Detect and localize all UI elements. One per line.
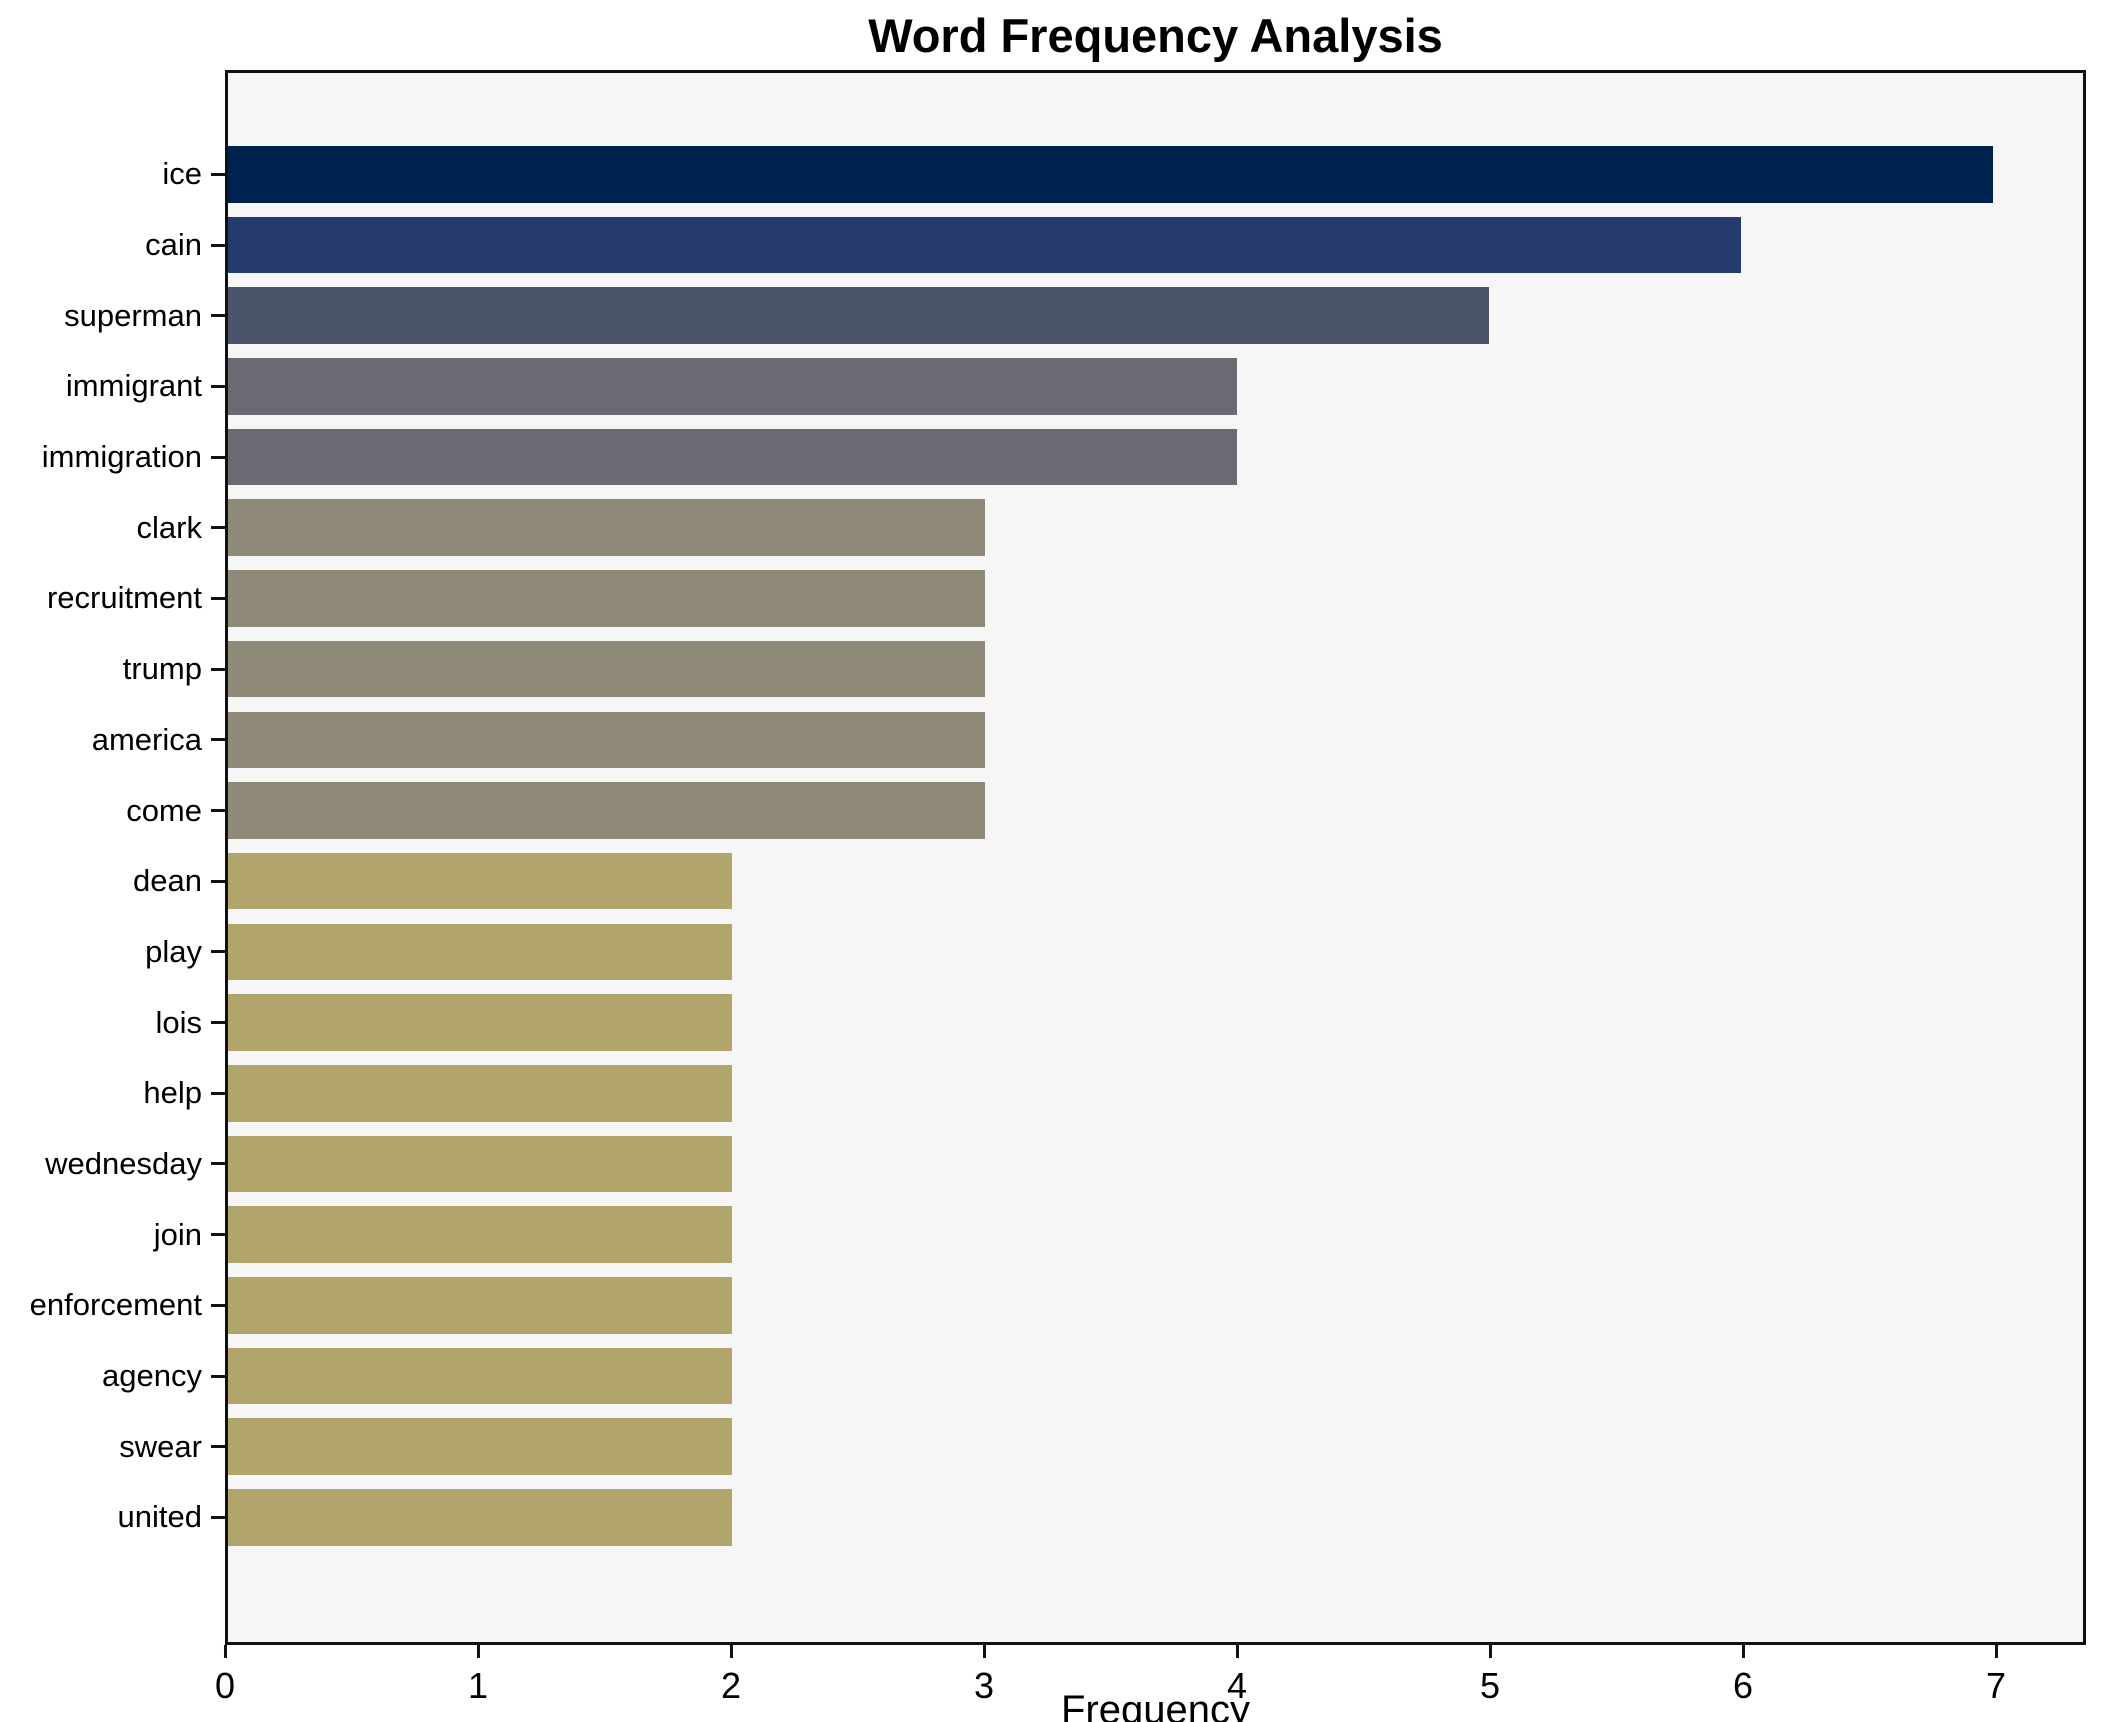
bar-united [228,1489,733,1546]
y-tick-label: superman [64,297,202,333]
y-tick-label: come [126,792,202,828]
chart-row: america [92,705,2083,776]
chart-row: dean [133,846,2083,917]
chart-row: cain [145,210,2083,281]
y-tick-label: dean [133,863,202,899]
y-tick-mark [211,1021,225,1025]
bar-cain [228,216,1742,274]
y-tick-label: lois [155,1004,202,1040]
y-tick-mark [211,1303,225,1307]
bar-immigrant [228,358,1237,415]
y-tick-mark [211,384,225,388]
y-tick-label: clark [136,509,202,545]
y-tick-mark [211,1374,225,1378]
bar-ice [228,146,1994,203]
y-tick-mark [211,455,225,459]
y-tick-label: join [153,1216,202,1252]
bar-superman [228,287,1489,344]
y-tick-label: play [145,933,202,969]
y-tick-label: immigrant [65,368,202,404]
bar-recruitment [228,570,985,627]
chart-row: help [143,1058,2083,1129]
x-tick-mark [1488,1645,1492,1658]
chart-title: Word Frequency Analysis [868,9,1443,62]
chart-row: immigrant [66,351,2083,422]
bar-come [228,782,985,839]
chart-row: enforcement [30,1270,2083,1341]
bar-trump [228,640,985,698]
bar-enforcement [228,1277,733,1334]
y-tick-mark [211,1515,225,1519]
y-tick-mark [211,526,225,530]
bars-area: ice cain superman immigrant immigration clark… [30,139,2083,1553]
chart-row: join [154,1199,2083,1270]
x-axis-title: Frequency [1061,1688,1250,1722]
y-tick-label: cain [145,227,202,263]
chart-row: lois [155,987,2083,1058]
bar-dean [228,852,733,910]
y-tick-label: immigration [41,439,202,475]
plot-area: ice cain superman immigrant immigration clark… [30,70,2086,1645]
y-tick-label: wednesday [45,1145,202,1181]
chart-row: play [145,917,2083,988]
y-tick-mark [211,1091,225,1095]
y-tick-mark [211,243,225,247]
chart-row: united [118,1482,2083,1553]
x-tick-mark [1994,1645,1998,1658]
bar-join [228,1206,733,1263]
y-tick-mark [211,809,225,813]
y-tick-label: enforcement [29,1287,202,1323]
bar-agency [228,1347,733,1405]
y-tick-mark [211,738,225,742]
chart-row: clark [137,492,2083,563]
bar-lois [228,994,733,1051]
y-tick-label: help [143,1075,202,1111]
chart-row: trump [123,634,2083,705]
y-tick-label: agency [102,1358,202,1394]
chart-row: superman [64,280,2083,351]
y-tick-mark [211,596,225,600]
chart-row: swear [119,1411,2083,1482]
x-tick-mark [1741,1645,1745,1658]
y-tick-label: trump [122,651,202,687]
bar-play [228,923,733,981]
bar-america [228,711,985,769]
bar-wednesday [228,1135,733,1193]
y-tick-mark [211,667,225,671]
x-tick-mark [1235,1645,1239,1658]
y-tick-mark [211,950,225,954]
y-tick-mark [211,1233,225,1237]
x-tick-mark [476,1645,480,1658]
x-tick-mark [223,1645,227,1658]
y-tick-label: united [117,1499,202,1535]
chart-row: ice [162,139,2083,210]
y-tick-label: ice [162,156,202,192]
y-tick-mark [211,1162,225,1166]
bar-immigration [228,428,1237,486]
y-tick-label: america [91,721,202,757]
y-tick-mark [211,1445,225,1449]
x-tick-mark [982,1645,986,1658]
chart-row: recruitment [47,563,2083,634]
bar-help [228,1064,733,1122]
chart-row: wednesday [45,1129,2083,1200]
y-tick-label: recruitment [46,580,202,616]
chart-row: immigration [42,422,2083,493]
chart-row: come [126,775,2083,846]
y-tick-label: swear [119,1428,202,1464]
bar-swear [228,1418,733,1475]
y-tick-mark [211,879,225,883]
y-tick-mark [211,172,225,176]
x-tick-mark [729,1645,733,1658]
y-tick-mark [211,314,225,318]
bar-clark [228,499,985,557]
chart-row: agency [102,1341,2083,1412]
